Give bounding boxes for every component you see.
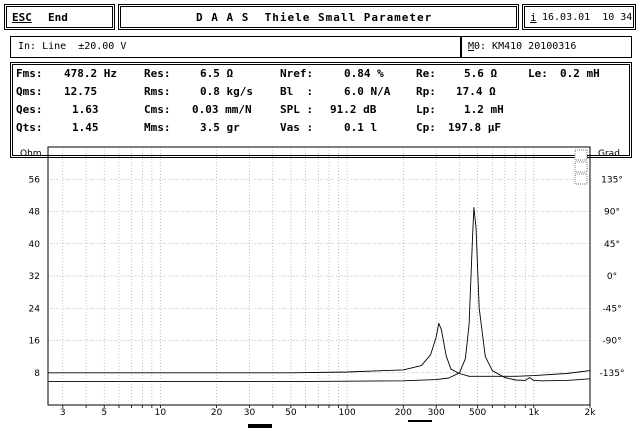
- param-fms-value: 478.2 Hz: [64, 67, 117, 80]
- param-qes-value: 1.63: [72, 103, 99, 116]
- param-re-value: 5.6 Ω: [464, 67, 498, 80]
- left-tick-label: 8: [34, 369, 40, 379]
- param-spl-value: 91.2 dB: [330, 103, 377, 116]
- scroll-indicator-right[interactable]: [408, 420, 432, 422]
- plot-frame: [47, 146, 591, 406]
- x-tick-label: 30: [244, 408, 256, 418]
- app-title: D A A S Thiele Small Parameter: [196, 11, 433, 24]
- param-qts-value: 1.45: [72, 121, 99, 134]
- parameter-panel: [10, 62, 632, 158]
- info-key[interactable]: i: [530, 11, 537, 24]
- input-bar: [10, 36, 632, 58]
- param-lp-value: 1.2 mH: [464, 103, 504, 116]
- left-tick-label: 32: [29, 272, 40, 282]
- param-spl-label: SPL :: [280, 103, 314, 116]
- left-tick-label: 56: [29, 175, 41, 185]
- zoom-marker-down[interactable]: [574, 173, 588, 185]
- param-le-label: Le:: [528, 67, 548, 80]
- param-lp-label: Lp:: [416, 103, 436, 116]
- header-title-box: [118, 4, 519, 30]
- left-tick-label: 40: [29, 240, 41, 250]
- header-date-box: [522, 4, 636, 30]
- zoom-marker-up[interactable]: [574, 149, 588, 161]
- x-tick-label: 1k: [528, 408, 540, 418]
- left-tick-label: 16: [29, 337, 41, 347]
- x-tick-label: 3: [60, 408, 66, 418]
- param-bl-value: 6.0 N/A: [344, 85, 391, 98]
- input-range-label[interactable]: In: Line ±20.00 V: [18, 41, 127, 52]
- right-tick-label: -135°: [600, 369, 625, 379]
- x-tick-label: 5: [101, 408, 107, 418]
- x-tick-label: 300: [428, 408, 445, 418]
- x-tick-label: 500: [469, 408, 486, 418]
- param-nref-value: 0.84 %: [344, 67, 384, 80]
- header-left-box: [4, 4, 115, 30]
- param-vas-label: Vas :: [280, 121, 314, 134]
- x-tick-label: 50: [285, 408, 297, 418]
- right-tick-label: -90°: [602, 337, 621, 347]
- param-mms-value: 3.5 gr: [200, 121, 240, 134]
- param-res-label: Res:: [144, 67, 171, 80]
- param-qes-label: Qes:: [16, 103, 43, 116]
- param-vas-value: 0.1 l: [344, 121, 378, 134]
- left-tick-label: 48: [29, 208, 41, 218]
- right-tick-label: -45°: [602, 304, 621, 314]
- param-le-value: 0.2 mH: [560, 67, 600, 80]
- scroll-indicator-left[interactable]: [248, 424, 272, 428]
- right-tick-label: 135°: [601, 175, 623, 185]
- param-re-label: Re:: [416, 67, 436, 80]
- x-tick-label: 10: [155, 408, 167, 418]
- left-axis-unit: Ohm: [20, 149, 42, 159]
- zoom-marker-mid[interactable]: [574, 161, 588, 173]
- right-tick-label: 45°: [604, 240, 620, 250]
- phase-curve: [48, 322, 591, 377]
- param-cms-value: 0.03 mm/N: [192, 103, 252, 116]
- left-tick-label: 24: [29, 304, 41, 314]
- memory-key[interactable]: M: [468, 41, 475, 52]
- memory-value: 0: KM410 20100316: [474, 41, 577, 52]
- impedance-curve: [48, 207, 591, 383]
- param-res-value: 6.5 Ω: [200, 67, 234, 80]
- right-tick-label: 0°: [607, 272, 617, 282]
- param-qms-value: 12.75: [64, 85, 98, 98]
- param-qts-label: Qts:: [16, 121, 43, 134]
- x-tick-label: 200: [395, 408, 412, 418]
- param-nref-label: Nref:: [280, 67, 314, 80]
- param-bl-label: Bl :: [280, 85, 314, 98]
- param-cp-value: 197.8 μF: [448, 121, 501, 134]
- param-mms-label: Mms:: [144, 121, 171, 134]
- param-rms-label: Rms:: [144, 85, 171, 98]
- param-cms-label: Cms:: [144, 103, 171, 116]
- end-button[interactable]: End: [48, 11, 68, 24]
- param-rms-value: 0.8 kg/s: [200, 85, 253, 98]
- datetime: 16.03.01 10 34: [542, 12, 633, 23]
- right-tick-label: 90°: [604, 208, 620, 218]
- param-rp-value: 17.4 Ω: [456, 85, 496, 98]
- right-axis-unit: Grad: [598, 149, 620, 159]
- param-qms-label: Qms:: [16, 85, 43, 98]
- esc-key[interactable]: ESC: [12, 11, 32, 24]
- input-bar-divider: [460, 36, 462, 58]
- x-tick-label: 100: [339, 408, 356, 418]
- param-cp-label: Cp:: [416, 121, 436, 134]
- x-tick-label: 2k: [585, 408, 597, 418]
- param-rp-label: Rp:: [416, 85, 436, 98]
- x-tick-label: 20: [211, 408, 223, 418]
- param-fms-label: Fms:: [16, 67, 43, 80]
